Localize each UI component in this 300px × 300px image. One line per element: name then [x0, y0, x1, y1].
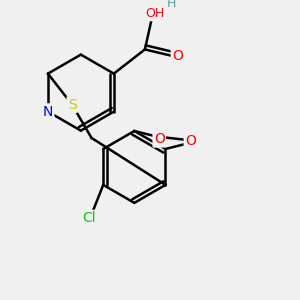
Text: O: O: [185, 134, 196, 148]
Text: O: O: [154, 132, 165, 146]
Text: N: N: [43, 105, 53, 118]
Text: O: O: [172, 49, 183, 63]
Text: H: H: [167, 0, 176, 10]
Text: Cl: Cl: [82, 211, 96, 225]
Text: OH: OH: [146, 7, 165, 20]
Text: S: S: [68, 98, 76, 112]
